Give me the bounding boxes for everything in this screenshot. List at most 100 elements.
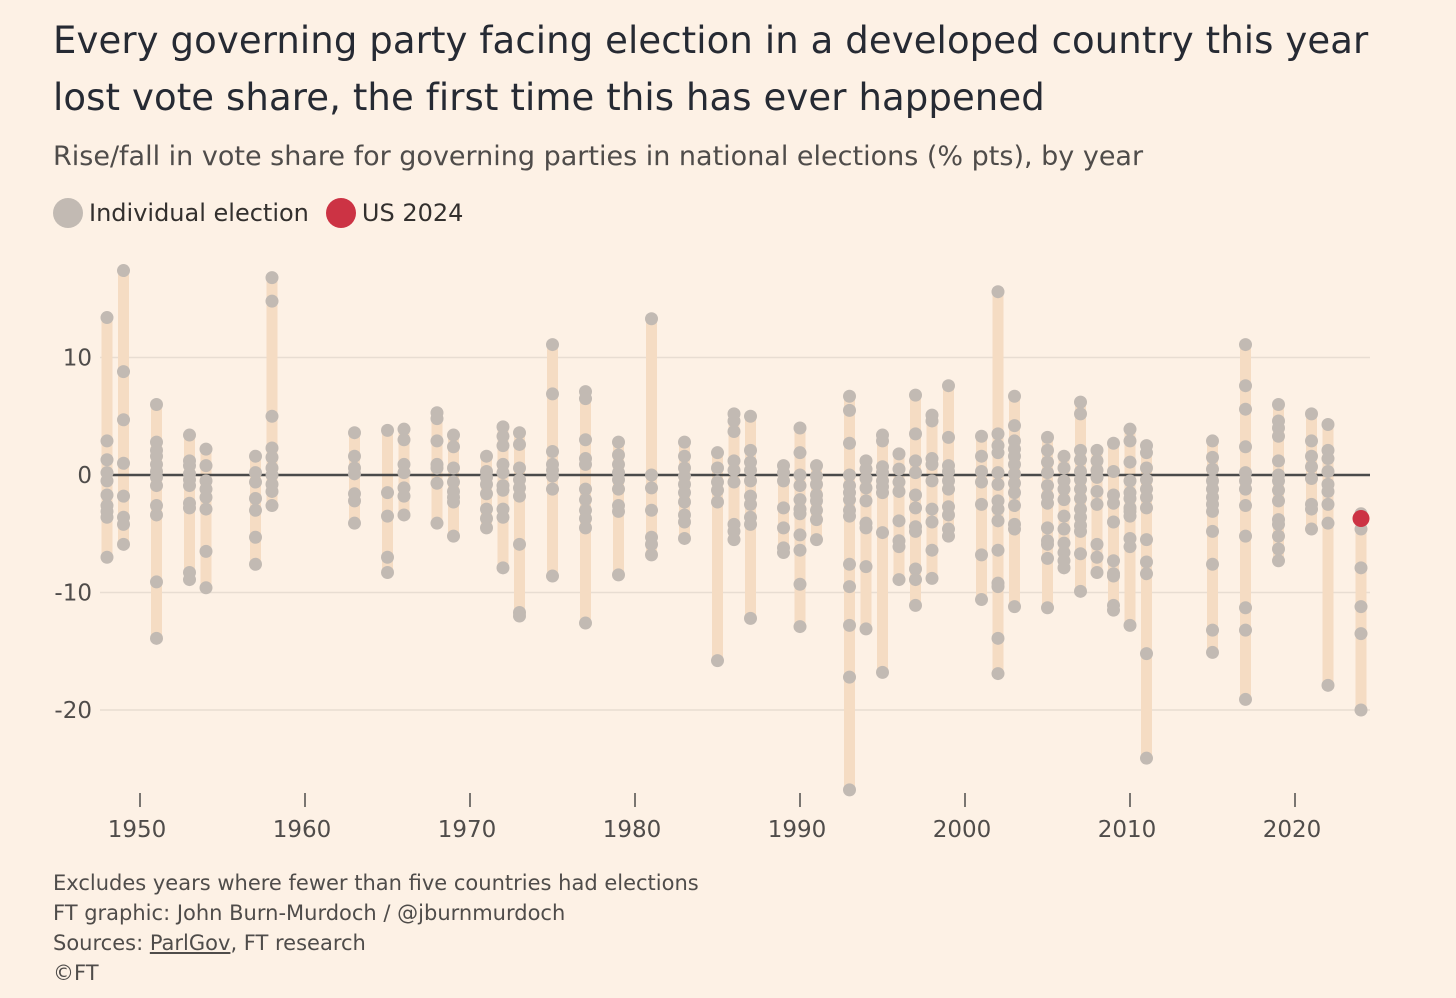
- election-dot: [859, 494, 873, 508]
- election-dot: [1074, 473, 1087, 487]
- election-dot: [793, 493, 807, 507]
- election-dot: [513, 461, 526, 475]
- election-dot: [810, 477, 823, 491]
- election-dot: [612, 482, 625, 496]
- election-dot: [991, 580, 1005, 594]
- election-dot: [843, 493, 856, 507]
- election-dot: [480, 477, 493, 491]
- election-dot: [579, 493, 592, 507]
- election-dot: [645, 468, 658, 482]
- chart-subtitle: Rise/fall in vote share for governing pa…: [53, 141, 1144, 172]
- election-dot: [1008, 600, 1021, 614]
- election-dot: [348, 516, 361, 530]
- election-dot: [496, 510, 510, 524]
- sources-rest: , FT research: [230, 931, 366, 955]
- election-dot: [1090, 484, 1104, 498]
- election-dot: [711, 446, 724, 460]
- election-dot: [117, 365, 130, 379]
- election-dot: [397, 489, 411, 503]
- election-dot: [249, 530, 262, 544]
- legend-item-individual: Individual election: [53, 198, 309, 228]
- election-dot: [1107, 603, 1120, 617]
- election-dot: [909, 598, 922, 612]
- election-dot: [1305, 502, 1318, 516]
- election-dot: [1140, 446, 1153, 460]
- election-dot: [942, 430, 955, 444]
- legend: Individual election US 2024: [53, 195, 480, 231]
- election-dot: [579, 616, 592, 630]
- election-dot: [579, 433, 592, 447]
- election-dot: [117, 537, 130, 551]
- election-dot: [793, 421, 807, 435]
- election-dot: [249, 475, 262, 489]
- election-dot: [265, 484, 279, 498]
- election-dot: [925, 571, 939, 585]
- election-dot: [1041, 466, 1054, 480]
- election-dot: [1057, 482, 1071, 496]
- election-dot: [117, 413, 130, 427]
- source-link-parlgov[interactable]: ParlGov: [149, 931, 231, 955]
- election-dot: [793, 577, 807, 591]
- election-dot: [843, 618, 856, 632]
- x-tick-label: 1970: [438, 817, 497, 843]
- election-dot: [1041, 551, 1054, 565]
- sources-prefix: Sources:: [53, 931, 150, 955]
- election-dot: [909, 454, 922, 468]
- election-dot: [183, 428, 196, 442]
- election-dot: [1074, 443, 1087, 457]
- election-dot: [397, 433, 411, 447]
- election-dot: [1305, 449, 1318, 463]
- election-dot: [100, 474, 114, 488]
- election-dot: [942, 482, 955, 496]
- election-dot: [1140, 473, 1153, 487]
- election-dot: [909, 427, 922, 441]
- election-dot: [199, 502, 213, 516]
- election-dot: [876, 486, 889, 500]
- election-dot: [1206, 645, 1219, 659]
- election-dot: [727, 454, 741, 468]
- election-dot: [843, 436, 856, 450]
- election-dot: [1090, 470, 1104, 484]
- election-dot: [711, 483, 724, 497]
- election-dot: [1239, 529, 1252, 543]
- election-dot: [430, 412, 444, 426]
- election-dot: [678, 486, 691, 500]
- election-dot: [1140, 567, 1153, 581]
- election-dot: [1090, 566, 1104, 580]
- election-dot: [1140, 490, 1153, 504]
- election-dot: [348, 449, 361, 463]
- election-dot: [1239, 692, 1252, 706]
- election-dot: [1057, 449, 1071, 463]
- election-dot: [612, 473, 625, 487]
- election-dot: [1123, 509, 1137, 523]
- election-dot: [1107, 554, 1120, 568]
- election-dot: [430, 461, 444, 475]
- election-dot: [777, 546, 790, 560]
- election-dot: [793, 446, 807, 460]
- election-dot: [645, 537, 658, 551]
- election-dot: [117, 456, 130, 470]
- election-dot: [612, 504, 625, 518]
- election-dot: [150, 499, 163, 513]
- election-dot: [942, 529, 955, 543]
- election-dot: [1123, 474, 1137, 488]
- election-dot: [183, 501, 196, 515]
- election-dot: [975, 464, 988, 478]
- election-dot: [843, 509, 856, 523]
- election-dot: [744, 474, 757, 488]
- election-dot: [859, 622, 873, 636]
- election-dot: [859, 560, 873, 574]
- election-dot: [975, 548, 988, 562]
- election-dot: [199, 581, 213, 595]
- election-dot: [843, 580, 856, 594]
- election-dot: [711, 461, 724, 475]
- election-dot: [1123, 540, 1137, 554]
- election-dot: [843, 468, 856, 482]
- election-dot: [100, 453, 114, 467]
- election-dot: [744, 517, 757, 531]
- election-dot: [381, 423, 394, 437]
- election-dot: [810, 533, 823, 547]
- election-dot: [876, 665, 889, 679]
- election-dot: [1272, 542, 1285, 556]
- election-dot: [265, 294, 279, 308]
